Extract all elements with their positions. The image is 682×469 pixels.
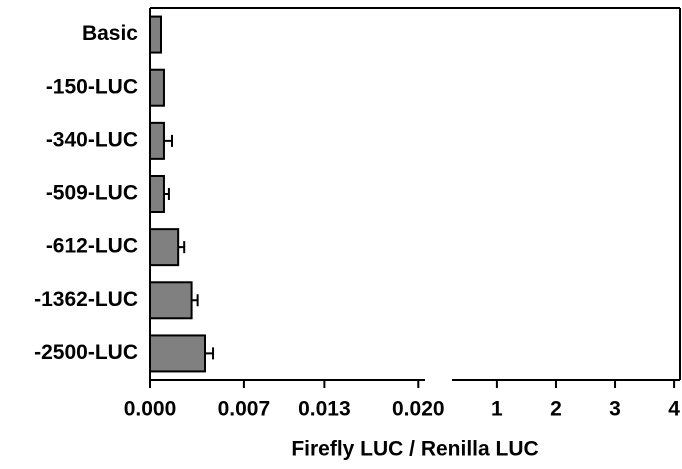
bar [149, 175, 165, 213]
y-tick-label: -150-LUC [46, 75, 138, 98]
error-bar [205, 347, 215, 360]
bar [149, 228, 180, 267]
bar [149, 281, 193, 320]
x-tick-label: 1 [491, 398, 503, 421]
x-axis-label: Firefly LUC / Renilla LUC [291, 438, 538, 461]
y-tick-label: Basic [82, 22, 138, 45]
error-bar [163, 134, 173, 147]
error-bar [163, 188, 170, 200]
y-tick-label: -340-LUC [46, 128, 138, 151]
bar [149, 15, 162, 54]
x-tick-label: 0.000 [124, 398, 177, 421]
bar [149, 68, 165, 107]
x-tick-label: 4 [668, 398, 680, 421]
y-tick-label: -1362-LUC [34, 288, 138, 311]
x-tick-label: 0.013 [298, 398, 351, 421]
bar [149, 121, 165, 160]
x-tick-label: 3 [609, 398, 621, 421]
bar [149, 334, 206, 373]
x-tick-label: 0.007 [218, 398, 271, 421]
x-tick-label: 0.020 [392, 398, 445, 421]
x-tick-label: 2 [550, 398, 562, 421]
error-bar [191, 294, 199, 307]
y-tick-label: -509-LUC [46, 182, 138, 205]
error-bar [178, 241, 186, 254]
y-tick-label: -2500-LUC [34, 341, 138, 364]
y-tick-label: -612-LUC [46, 235, 138, 258]
